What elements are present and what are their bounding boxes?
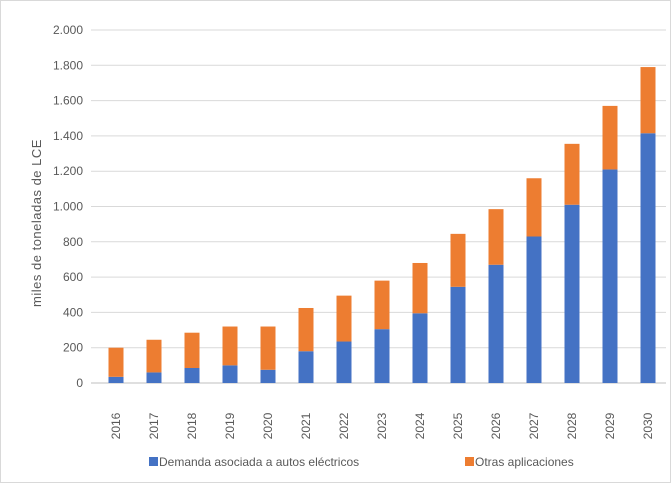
bar-otras-2022 xyxy=(336,295,352,342)
bar-demanda-2030 xyxy=(640,133,656,383)
bar-demanda-2022 xyxy=(336,341,352,383)
bar-otras-2020 xyxy=(260,326,276,370)
bar-demanda-2023 xyxy=(374,329,390,383)
y-tick-label: 1.600 xyxy=(53,94,83,108)
x-tick-label: 2017 xyxy=(147,412,161,439)
bar-demanda-2020 xyxy=(260,369,276,383)
x-tick-label: 2027 xyxy=(527,412,541,439)
y-tick-label: 1.800 xyxy=(53,58,83,72)
bar-otras-2027 xyxy=(526,178,542,237)
bar-otras-2021 xyxy=(298,307,314,352)
bar-demanda-2021 xyxy=(298,351,314,383)
bar-otras-2018 xyxy=(184,332,200,368)
y-tick-label: 1.200 xyxy=(53,164,83,178)
bar-demanda-2017 xyxy=(146,372,162,383)
bar-demanda-2029 xyxy=(602,169,618,383)
x-tick-label: 2025 xyxy=(451,412,465,439)
legend-swatch-demanda xyxy=(149,457,158,466)
x-tick-label: 2026 xyxy=(489,412,503,439)
y-tick-label: 200 xyxy=(63,341,83,355)
bar-otras-2016 xyxy=(108,347,124,377)
y-tick-label: 0 xyxy=(76,376,83,390)
legend: Demanda asociada a autos eléctricos Otra… xyxy=(149,455,574,469)
bar-otras-2029 xyxy=(602,105,618,170)
bar-demanda-2024 xyxy=(412,313,428,383)
y-tick-label: 1.000 xyxy=(53,200,83,214)
bar-demanda-2016 xyxy=(108,376,124,383)
y-tick-label: 600 xyxy=(63,270,83,284)
legend-item-otras: Otras aplicaciones xyxy=(465,455,574,469)
x-tick-label: 2030 xyxy=(641,412,655,439)
x-tick-label: 2020 xyxy=(261,412,275,439)
bars xyxy=(108,67,656,383)
x-tick-label: 2023 xyxy=(375,412,389,439)
x-tick-label: 2019 xyxy=(223,412,237,439)
bar-demanda-2019 xyxy=(222,365,238,383)
y-tick-label: 1.400 xyxy=(53,129,83,143)
bar-otras-2024 xyxy=(412,262,428,314)
bar-demanda-2025 xyxy=(450,286,466,383)
bar-otras-2028 xyxy=(564,143,580,205)
x-tick-label: 2018 xyxy=(185,412,199,439)
y-tick-label: 2.000 xyxy=(53,23,83,37)
y-axis-ticks: 0 200 400 600 800 1.000 1.200 1.400 1.600 1.800 2.… xyxy=(53,23,83,390)
bar-otras-2026 xyxy=(488,209,504,265)
bar-demanda-2028 xyxy=(564,204,580,383)
x-tick-label: 2029 xyxy=(603,412,617,439)
bar-otras-2023 xyxy=(374,280,390,330)
bar-demanda-2027 xyxy=(526,236,542,383)
x-tick-label: 2016 xyxy=(109,412,123,439)
y-tick-label: 800 xyxy=(63,235,83,249)
legend-label-otras: Otras aplicaciones xyxy=(475,455,574,469)
bar-otras-2019 xyxy=(222,326,238,366)
y-tick-label: 400 xyxy=(63,305,83,319)
legend-swatch-otras xyxy=(465,457,474,466)
y-axis-label: miles de toneladas de LCE xyxy=(29,139,44,307)
legend-label-demanda: Demanda asociada a autos eléctricos xyxy=(159,455,359,469)
x-tick-label: 2024 xyxy=(413,412,427,439)
x-tick-label: 2028 xyxy=(565,412,579,439)
bar-otras-2025 xyxy=(450,233,466,287)
x-axis-ticks: 2016 2017 2018 2019 2020 2021 2022 2023 2024 2025… xyxy=(109,412,655,439)
bar-demanda-2026 xyxy=(488,264,504,383)
legend-item-demanda: Demanda asociada a autos eléctricos xyxy=(149,455,359,469)
x-tick-label: 2022 xyxy=(337,412,351,439)
bar-demanda-2018 xyxy=(184,367,200,383)
bar-otras-2030 xyxy=(640,67,656,134)
x-tick-label: 2021 xyxy=(299,412,313,439)
bar-otras-2017 xyxy=(146,339,162,373)
